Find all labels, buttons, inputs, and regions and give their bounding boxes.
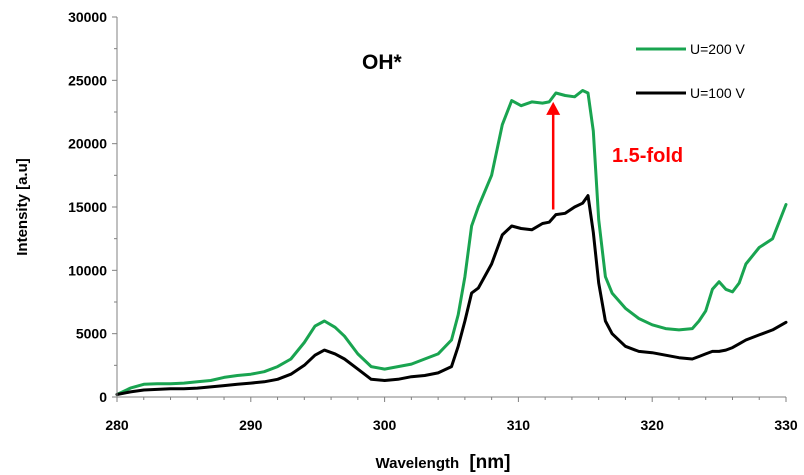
y-tick-label: 10000 xyxy=(68,262,107,278)
arrow-head xyxy=(546,101,561,115)
x-tick-label: 290 xyxy=(239,417,263,433)
increase-arrow xyxy=(546,101,561,210)
y-tick-label: 25000 xyxy=(68,72,107,88)
species-annotation: OH* xyxy=(362,51,403,74)
y-axis-ticks: 0 5000 10000 15000 20000 25000 30000 xyxy=(68,9,117,405)
y-tick-label: 5000 xyxy=(76,326,107,342)
series-lines xyxy=(115,89,788,396)
x-axis-title-label: Wavelength xyxy=(376,455,460,472)
y-axis-title: Intensity [a.u] xyxy=(14,158,31,256)
series-line-2 xyxy=(115,194,788,396)
x-axis-title-unit: [nm] xyxy=(469,452,510,473)
y-tick-label: 0 xyxy=(99,389,107,405)
series-line-1 xyxy=(115,89,788,396)
y-tick-label: 15000 xyxy=(68,199,107,215)
legend-label: U=100 V xyxy=(690,85,746,101)
x-axis-ticks: 280 290 300 310 320 330 xyxy=(105,397,798,433)
fold-annotation: 1.5-fold xyxy=(612,145,683,167)
x-tick-label: 330 xyxy=(774,417,798,433)
x-tick-label: 310 xyxy=(507,417,531,433)
legend-label: U=200 V xyxy=(690,41,746,57)
x-tick-label: 300 xyxy=(373,417,397,433)
y-tick-label: 20000 xyxy=(68,136,107,152)
x-tick-label: 280 xyxy=(105,417,129,433)
y-tick-label: 30000 xyxy=(68,9,107,25)
legend: U=200 V U=100 V xyxy=(636,41,746,101)
x-tick-label: 320 xyxy=(641,417,665,433)
x-axis-title: Wavelength [nm] xyxy=(376,452,511,473)
